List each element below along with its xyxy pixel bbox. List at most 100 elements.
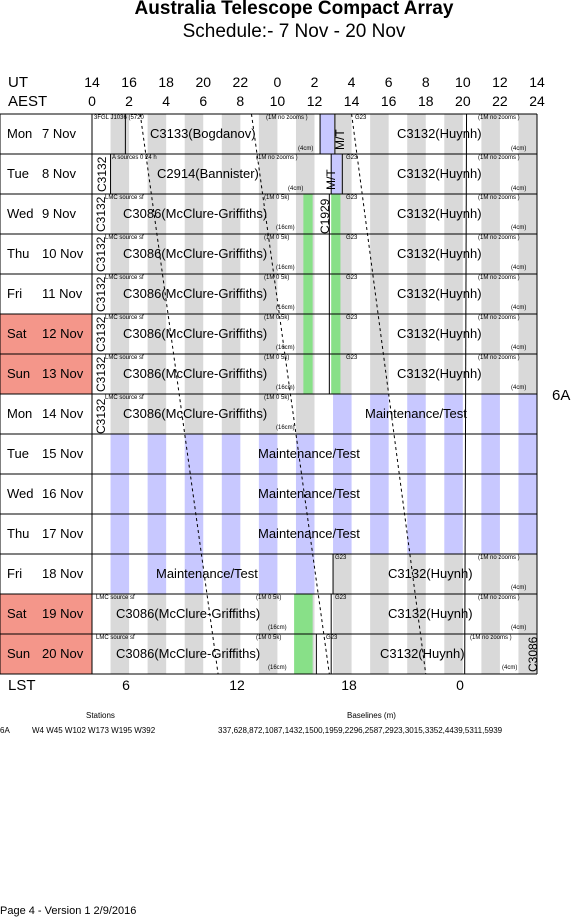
- weekend-highlight: [0, 634, 92, 674]
- hour-stripe: [370, 314, 389, 354]
- project-note: LMC source sf: [105, 195, 144, 201]
- hour-stripe: [481, 234, 500, 274]
- mt-block: [331, 154, 342, 194]
- hour-stripe: [258, 634, 278, 674]
- page-info: Page 4 - Version 1 2/9/2016: [0, 905, 137, 917]
- hour-stripe: [481, 554, 500, 594]
- day-date: 17 Nov: [42, 526, 84, 541]
- maintenance-label: Maintenance/Test: [258, 526, 360, 541]
- day-date: 10 Nov: [42, 246, 84, 261]
- maintenance-short-label: M/T: [333, 129, 347, 150]
- day-name: Thu: [7, 246, 30, 261]
- project-note: (1M no zooms ): [478, 555, 520, 561]
- maintenance-stripe: [333, 474, 352, 514]
- hour-stripe: [333, 114, 352, 154]
- program-label: C3086(McClure-Griffiths): [123, 366, 268, 381]
- program-short-label: C3132: [94, 276, 108, 312]
- maintenance-stripe: [407, 434, 426, 474]
- project-note: LMC source sf: [105, 395, 144, 401]
- day-date: 14 Nov: [42, 406, 84, 421]
- day-date: 9 Nov: [42, 206, 76, 221]
- hour-stripe: [407, 114, 426, 154]
- hour-stripe: [147, 114, 167, 154]
- project-note: (4cm): [511, 585, 527, 591]
- program-label: C3132(Huynh): [397, 366, 482, 381]
- program-label: C3086(McClure-Griffiths): [123, 326, 268, 341]
- day-date: 16 Nov: [42, 486, 84, 501]
- hour-stripe: [370, 234, 389, 274]
- maintenance-stripe: [258, 474, 278, 514]
- maintenance-label: Maintenance/Test: [258, 486, 360, 501]
- maintenance-stripe: [110, 474, 130, 514]
- project-note: (1M 0 5k): [264, 235, 290, 241]
- program-short-label: C3132: [95, 156, 109, 192]
- hour-stripe: [110, 114, 130, 154]
- hour-stripe: [184, 394, 204, 434]
- lst-tick-label: 18: [341, 677, 357, 693]
- aest-hour-label: 16: [380, 93, 397, 109]
- project-note: (16cm): [276, 345, 295, 351]
- green-block: [303, 194, 313, 234]
- maintenance-stripe: [295, 434, 315, 474]
- maintenance-stripe: [221, 554, 241, 594]
- maintenance-stripe: [258, 554, 278, 594]
- day-name: Thu: [7, 526, 30, 541]
- day-name: Sun: [7, 366, 31, 381]
- hour-stripe: [221, 354, 241, 394]
- day-name: Wed: [7, 206, 34, 221]
- maintenance-stripe: [444, 474, 463, 514]
- hour-stripe: [221, 314, 241, 354]
- program-short-label: C3132: [94, 356, 108, 392]
- stations-list: W4 W45 W102 W173 W195 W392: [32, 726, 156, 735]
- project-note: (1M no zooms ): [478, 235, 520, 241]
- project-note: (1M 0 5k): [264, 355, 290, 361]
- green-block: [331, 354, 341, 394]
- hour-stripe: [444, 234, 463, 274]
- config-label: 6A: [552, 387, 571, 404]
- hour-stripe: [444, 154, 463, 194]
- hour-stripe: [481, 314, 500, 354]
- day-name: Fri: [7, 286, 23, 301]
- maintenance-stripe: [184, 434, 204, 474]
- maintenance-short-label: M/T: [324, 169, 338, 190]
- maintenance-stripe: [147, 514, 167, 554]
- maintenance-stripe: [518, 474, 537, 514]
- project-note: (1M no zooms ): [470, 635, 512, 641]
- hour-stripe: [258, 274, 278, 314]
- hour-stripe: [184, 594, 204, 634]
- hour-stripe: [221, 394, 241, 434]
- aest-hour-label: 18: [417, 93, 434, 109]
- maintenance-stripe: [333, 434, 352, 474]
- project-note: (1M no zooms ): [478, 595, 520, 601]
- program-label: C3132(Huynh): [397, 286, 482, 301]
- program-label: C3133(Bogdanov): [150, 126, 256, 141]
- hour-stripe: [444, 594, 463, 634]
- maintenance-label: Maintenance/Test: [365, 406, 467, 421]
- hour-stripe: [221, 114, 241, 154]
- program-short-label: C1929: [318, 198, 332, 234]
- project-note: G23: [346, 235, 358, 241]
- project-note: (4cm): [511, 305, 527, 311]
- hour-stripe: [110, 594, 130, 634]
- aest-label: AEST: [8, 93, 48, 110]
- project-note: (16cm): [268, 625, 287, 631]
- ut-hour-label: 22: [232, 74, 249, 90]
- project-note: G23: [346, 275, 358, 281]
- project-note: (1M 0 5k): [264, 275, 290, 281]
- maintenance-stripe: [295, 474, 315, 514]
- green-block: [303, 274, 313, 314]
- day-date: 20 Nov: [42, 646, 84, 661]
- weekend-highlight: [0, 594, 92, 634]
- project-note: A sources 0 24 h: [112, 155, 157, 161]
- ut-label: UT: [8, 74, 28, 91]
- hour-stripe: [481, 634, 500, 674]
- project-note: G23: [335, 555, 347, 561]
- hour-stripe: [258, 594, 278, 634]
- green-block: [294, 634, 313, 674]
- program-label: C2914(Bannister): [157, 166, 259, 181]
- hour-stripe: [481, 594, 500, 634]
- lst-tick-label: 0: [456, 677, 464, 693]
- maintenance-stripe: [258, 514, 278, 554]
- hour-stripe: [407, 234, 426, 274]
- maintenance-stripe: [184, 474, 204, 514]
